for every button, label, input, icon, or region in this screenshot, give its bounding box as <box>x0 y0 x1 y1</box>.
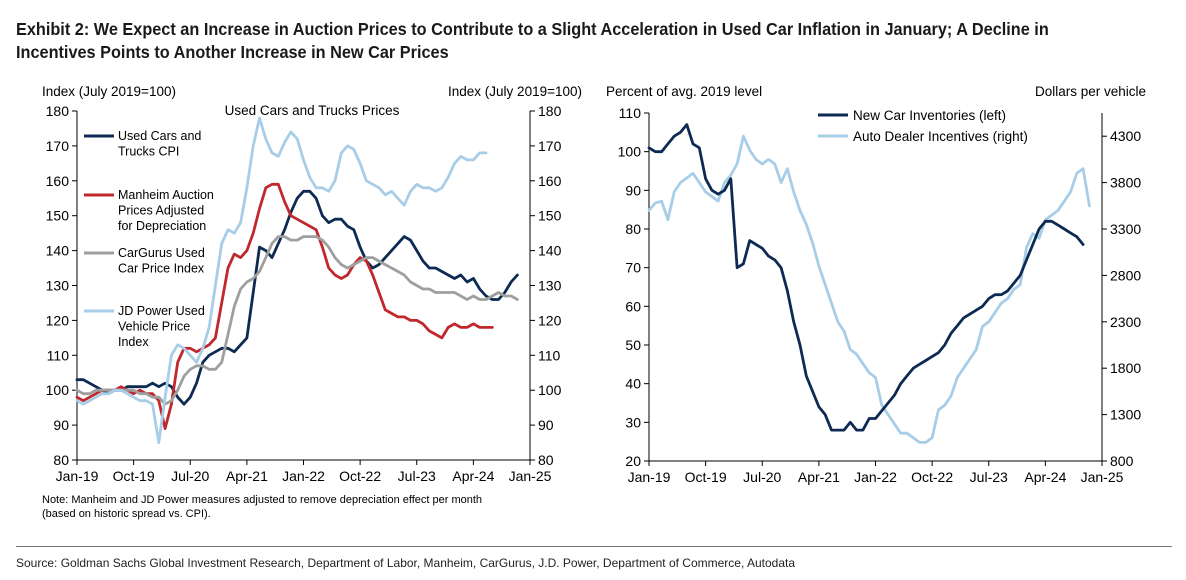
y-tick-label-left: 110 <box>47 347 70 363</box>
x-tick-label: Jul-23 <box>398 468 436 484</box>
legend-label: for Depreciation <box>118 219 206 233</box>
left-chart: 80 80 90 90 100 100 110 110 120 120 130 130 140 140 15… <box>42 84 582 520</box>
left-axis-title: Percent of avg. 2019 level <box>606 84 762 99</box>
y-tick-label-left: 80 <box>625 221 641 237</box>
y-tick-label-left: 140 <box>46 243 70 259</box>
y-tick-label-right: 2800 <box>1110 267 1141 283</box>
source-note: Source: Goldman Sachs Global Investment … <box>16 556 796 570</box>
y-tick-label-left: 80 <box>53 452 69 468</box>
x-tick-label: Oct-22 <box>339 468 381 484</box>
x-tick-label: Apr-24 <box>1024 469 1066 485</box>
y-tick-label-right: 150 <box>538 208 562 224</box>
x-tick-label: Jul-20 <box>743 469 781 485</box>
x-tick-label: Oct-22 <box>911 469 953 485</box>
left-axis-title: Index (July 2019=100) <box>42 84 176 99</box>
legend-label: Trucks CPI <box>118 145 179 159</box>
y-tick-label-right: 180 <box>538 103 562 119</box>
series-line <box>75 116 488 445</box>
exhibit-title: Exhibit 2: We Expect an Increase in Auct… <box>16 19 1049 62</box>
x-tick-label: Jan-19 <box>628 469 671 485</box>
legend-label: New Car Inventories (left) <box>853 108 1006 123</box>
chart-note: Note: Manheim and JD Power measures adju… <box>42 494 482 506</box>
y-tick-label-left: 130 <box>46 278 70 294</box>
legend-label: CarGurus Used <box>118 246 205 260</box>
y-tick-label-right: 4300 <box>1110 128 1141 144</box>
chart-title: Used Cars and Trucks Prices <box>225 103 400 118</box>
y-tick-label-left: 60 <box>625 298 641 314</box>
x-tick-label: Jan-25 <box>509 468 552 484</box>
y-tick-label-left: 30 <box>625 414 641 430</box>
y-tick-label-right: 120 <box>538 312 562 328</box>
y-tick-label-left: 180 <box>46 103 70 119</box>
y-tick-label-left: 100 <box>46 382 70 398</box>
y-tick-label-left: 90 <box>625 182 641 198</box>
series-line <box>647 134 1091 444</box>
x-tick-label: Oct-19 <box>685 469 727 485</box>
legend-label: Used Cars and <box>118 129 201 143</box>
x-tick-label: Apr-21 <box>226 468 268 484</box>
y-tick-label-right: 160 <box>538 173 562 189</box>
right-chart: 20 30 40 50 60 70 80 90 100 110 800 1300 1800 2300 280… <box>606 84 1146 485</box>
x-tick-label: Jan-19 <box>56 468 99 484</box>
y-tick-label-right: 3800 <box>1110 175 1141 191</box>
x-tick-label: Oct-19 <box>113 468 155 484</box>
legend-label: Prices Adjusted <box>118 204 204 218</box>
legend-label: Car Price Index <box>118 262 205 276</box>
y-tick-label-right: 130 <box>538 278 562 294</box>
y-tick-label-right: 800 <box>1110 453 1134 469</box>
y-tick-label-left: 20 <box>625 453 641 469</box>
right-axis-title: Dollars per vehicle <box>1035 84 1146 99</box>
x-tick-label: Jan-22 <box>282 468 325 484</box>
x-tick-label: Jan-22 <box>854 469 897 485</box>
legend-label: Auto Dealer Incentives (right) <box>853 129 1028 144</box>
x-tick-label: Apr-21 <box>798 469 840 485</box>
y-tick-label-right: 100 <box>538 382 562 398</box>
legend-label: Manheim Auction <box>118 188 214 202</box>
x-tick-label: Jul-20 <box>171 468 209 484</box>
legend-label: Index <box>118 335 149 349</box>
y-tick-label-left: 120 <box>46 312 70 328</box>
y-tick-label-left: 110 <box>619 105 642 121</box>
y-tick-label-right: 3300 <box>1110 221 1141 237</box>
right-axis-title: Index (July 2019=100) <box>448 84 582 99</box>
y-tick-label-right: 1300 <box>1110 407 1141 423</box>
series-line <box>647 123 1085 432</box>
series-line <box>75 235 519 406</box>
y-tick-label-left: 40 <box>625 376 641 392</box>
y-tick-label-left: 50 <box>625 337 641 353</box>
chart-note: (based on historic spread vs. CPI). <box>42 508 211 520</box>
x-tick-label: Apr-24 <box>452 468 494 484</box>
y-tick-label-left: 170 <box>46 138 70 154</box>
y-tick-label-left: 90 <box>53 417 69 433</box>
y-tick-label-left: 150 <box>46 208 70 224</box>
footer-divider <box>16 546 1172 547</box>
y-tick-label-right: 1800 <box>1110 360 1141 376</box>
y-tick-label-right: 2300 <box>1110 314 1141 330</box>
x-tick-label: Jul-23 <box>970 469 1008 485</box>
y-tick-label-left: 70 <box>625 260 641 276</box>
y-tick-label-right: 90 <box>538 417 554 433</box>
y-tick-label-left: 100 <box>618 144 642 160</box>
y-tick-label-right: 170 <box>538 138 562 154</box>
y-tick-label-right: 110 <box>538 347 561 363</box>
charts-canvas: 80 80 90 90 100 100 110 110 120 120 130 130 140 140 15… <box>42 84 1146 520</box>
y-tick-label-right: 80 <box>538 452 554 468</box>
series-line <box>75 189 519 406</box>
y-tick-label-right: 140 <box>538 243 562 259</box>
legend-label: JD Power Used <box>118 304 205 318</box>
y-tick-label-left: 160 <box>46 173 70 189</box>
x-tick-label: Jan-25 <box>1081 469 1124 485</box>
legend-label: Vehicle Price <box>118 320 190 334</box>
